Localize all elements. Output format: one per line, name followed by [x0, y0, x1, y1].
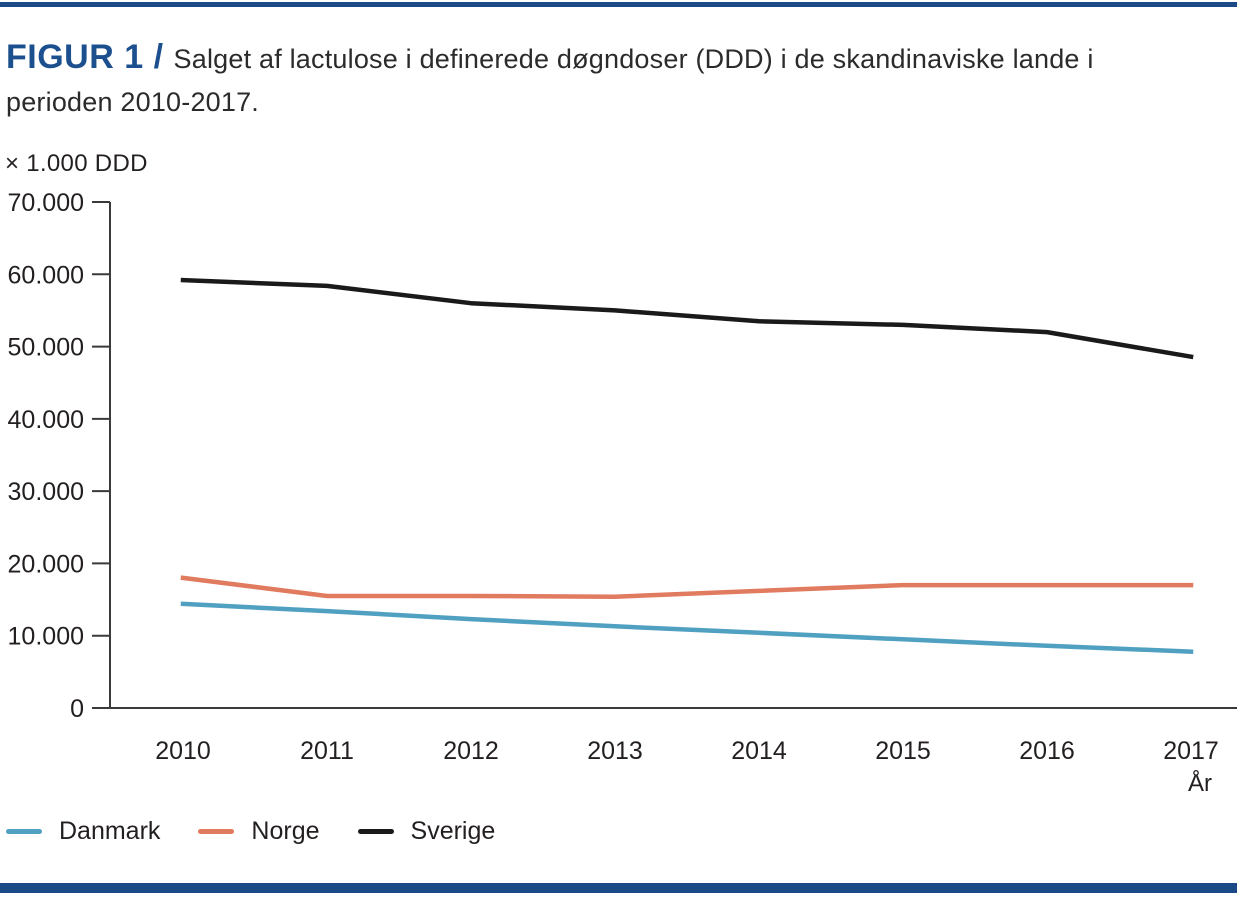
x-tick-label: 2016: [1019, 737, 1075, 765]
y-tick-label: 50.000: [8, 334, 84, 362]
y-tick-label: 20.000: [8, 550, 84, 578]
sverige-line-swatch-icon: [357, 828, 394, 834]
legend-item-danmark: Danmark: [6, 817, 160, 846]
x-tick-label: 2010: [155, 737, 211, 765]
series-line-sverige: [180, 277, 1194, 360]
y-tick-label: 10.000: [8, 623, 84, 651]
legend-label-sverige: Sverige: [410, 816, 496, 845]
x-axis-label: År: [1188, 770, 1212, 797]
x-tick-label: 2012: [443, 737, 499, 765]
y-tick-label: 70.000: [8, 189, 84, 217]
norge-line-swatch-icon: [198, 828, 235, 834]
y-tick-label: 30.000: [8, 478, 84, 506]
figure-header: FIGUR 1 / Salget af lactulose i definered…: [6, 36, 1196, 124]
y-tick-label: 40.000: [8, 406, 84, 434]
danmark-line-swatch-icon: [6, 828, 42, 834]
y-tick-label: 60.000: [8, 261, 84, 289]
figure-title-line2: perioden 2010-2017.: [6, 87, 260, 117]
chart-legend: Danmark Norge Sverige: [6, 816, 533, 846]
legend-item-norge: Norge: [198, 816, 320, 846]
figure-number-label: FIGUR 1 /: [6, 38, 164, 76]
legend-label-norge: Norge: [251, 816, 320, 845]
bottom-accent-bar: [0, 883, 1237, 893]
x-tick-label: 2017: [1163, 737, 1219, 765]
series-line-norge: [180, 575, 1194, 599]
x-tick-label: 2013: [587, 737, 643, 765]
y-tick-label: 0: [70, 695, 84, 723]
x-tick-label: 2011: [300, 737, 354, 765]
legend-item-sverige: Sverige: [357, 816, 496, 846]
figure-title-line1: Salget af lactulose i definerede døgndos…: [173, 44, 1094, 74]
top-accent-bar: [0, 2, 1237, 7]
series-line-danmark: [180, 601, 1194, 654]
y-axis-unit-label: × 1.000 DDD: [5, 150, 148, 177]
legend-label-danmark: Danmark: [59, 816, 161, 845]
x-tick-label: 2014: [731, 737, 787, 765]
x-tick-label: 2015: [875, 737, 931, 765]
